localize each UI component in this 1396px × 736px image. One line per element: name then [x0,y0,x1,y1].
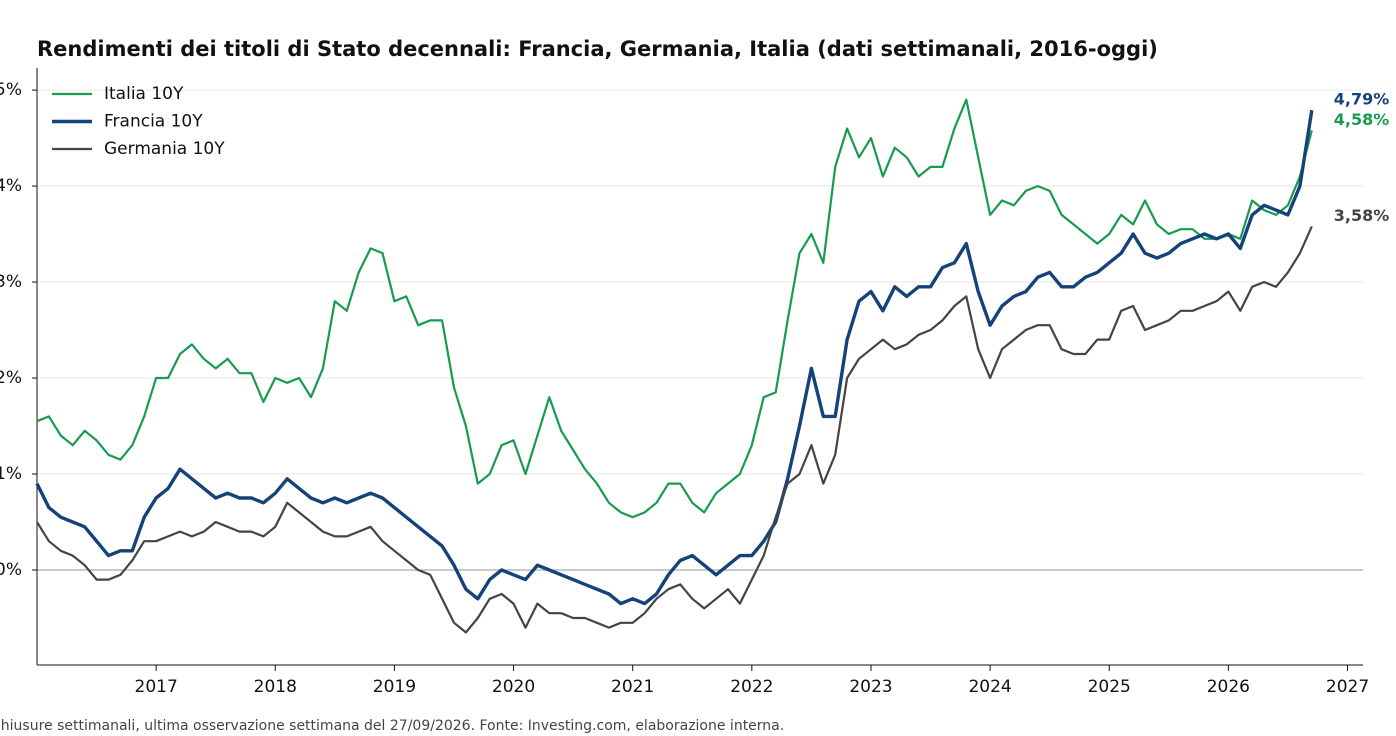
legend-label: Germania 10Y [104,139,225,159]
footnote: Chiusure settimanali, ultima osservazion… [0,718,784,734]
series-line [36,225,1313,634]
end-label: 3,58% [1334,206,1390,225]
y-tick-label: 3% [0,272,22,292]
y-tick-label: 0% [0,560,22,580]
series-line [36,98,1313,519]
x-tick-label: 2022 [730,677,773,697]
x-tick-label: 2020 [492,677,535,697]
legend-label: Francia 10Y [104,112,203,132]
end-label: 4,58% [1334,110,1390,129]
legend-label: Italia 10Y [104,84,184,104]
x-tick-label: 2026 [1207,677,1250,697]
y-tick-label: 4% [0,176,22,196]
y-tick-label: 1% [0,464,22,484]
y-tick-label: 2% [0,368,22,388]
end-label: 4,79% [1334,90,1390,109]
x-tick-label: 2018 [254,677,297,697]
x-tick-label: 2021 [611,677,654,697]
x-tick-label: 2019 [373,677,416,697]
chart-title: Rendimenti dei titoli di Stato decennali… [37,37,1158,61]
x-tick-label: 2023 [849,677,892,697]
x-tick-label: 2027 [1326,677,1369,697]
series-line [35,109,1314,606]
y-tick-label: 5% [0,80,22,100]
x-tick-label: 2025 [1088,677,1131,697]
x-tick-label: 2024 [968,677,1011,697]
x-tick-label: 2017 [135,677,178,697]
